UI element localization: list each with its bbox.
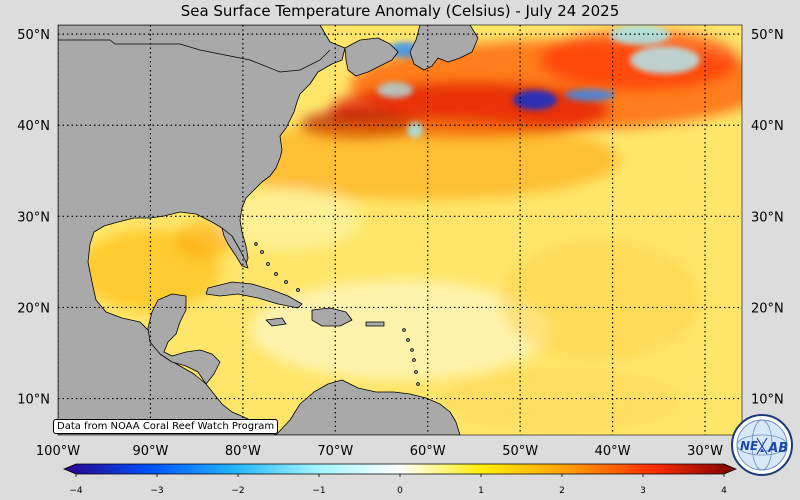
lat-label-left: 40°N xyxy=(17,119,50,134)
lon-label: 100°W xyxy=(36,444,80,459)
colorbar-tick-label: −2 xyxy=(231,486,244,496)
colorbar-tick-label: 4 xyxy=(721,486,727,496)
lon-label: 30°W xyxy=(687,444,723,459)
lon-label: 60°W xyxy=(410,444,446,459)
lat-label-left: 30°N xyxy=(17,210,50,225)
newfoundland-land xyxy=(409,25,479,71)
north-america-land xyxy=(58,25,346,435)
lat-label-right: 30°N xyxy=(751,210,784,225)
colorbar-tick-label: 3 xyxy=(640,486,646,496)
lat-label-left: 20°N xyxy=(17,301,50,316)
lat-label-right: 20°N xyxy=(751,301,784,316)
border-line xyxy=(58,39,331,73)
land-masses xyxy=(58,25,479,435)
lon-label: 50°W xyxy=(502,444,538,459)
graticule xyxy=(58,25,742,435)
nexlab-globe-logo-icon[interactable]: NE LAB xyxy=(731,414,793,476)
lat-label-left: 50°N xyxy=(17,28,50,43)
lat-label-right: 40°N xyxy=(751,119,784,134)
lon-label: 80°W xyxy=(225,444,261,459)
colorbar-tick-label: −4 xyxy=(69,486,83,496)
logo-text-a: NE xyxy=(740,439,759,453)
colorbar: −4 −3 −2 −1 0 1 2 3 4 xyxy=(63,463,737,496)
nova-scotia-land xyxy=(344,37,399,77)
colorbar-tick-label: −3 xyxy=(150,486,163,496)
hispaniola-land xyxy=(311,307,353,327)
latitude-labels: 10°N 10°N 20°N 20°N 30°N 30°N 40°N 40°N 50°N 50°N xyxy=(17,28,784,407)
colorbar-ticks: −4 −3 −2 −1 0 1 2 3 4 xyxy=(69,474,727,496)
map-area xyxy=(58,25,742,435)
colorbar-tick-label: 0 xyxy=(397,486,403,496)
jamaica-land xyxy=(265,317,287,327)
map-frame xyxy=(57,24,743,436)
central-america-land xyxy=(147,293,221,385)
map-title: Sea Surface Temperature Anomaly (Celsius… xyxy=(180,2,620,20)
lat-label-left: 10°N xyxy=(17,393,50,408)
lat-label-right: 50°N xyxy=(751,28,784,43)
lon-label: 70°W xyxy=(317,444,353,459)
colorbar-tick-label: 2 xyxy=(559,486,565,496)
colorbar-tick-label: −1 xyxy=(312,486,325,496)
colorbar-bar xyxy=(63,463,737,475)
lon-label: 90°W xyxy=(132,444,168,459)
lat-label-right: 10°N xyxy=(751,393,784,408)
colorbar-tick-label: 1 xyxy=(478,486,484,496)
florida-land xyxy=(221,227,249,269)
lon-label: 40°W xyxy=(595,444,631,459)
longitude-labels: 100°W 90°W 80°W 70°W 60°W 50°W 40°W 30°W xyxy=(36,444,723,459)
data-credit-label: Data from NOAA Coral Reef Watch Program xyxy=(53,419,279,434)
puerto-rico-land xyxy=(365,321,385,327)
